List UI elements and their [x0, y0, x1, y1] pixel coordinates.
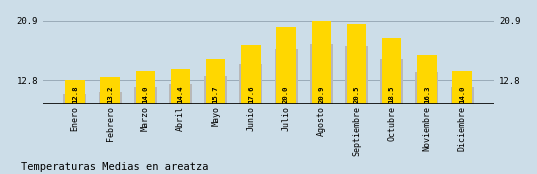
Bar [416, 73, 438, 174]
Bar [241, 45, 260, 174]
Text: 16.3: 16.3 [424, 86, 430, 103]
Text: 18.5: 18.5 [389, 86, 395, 103]
Text: 14.0: 14.0 [142, 86, 148, 103]
Bar [382, 38, 401, 174]
Text: 20.9: 20.9 [318, 86, 324, 103]
Text: 14.0: 14.0 [459, 86, 465, 103]
Bar [204, 76, 227, 174]
Bar [136, 72, 155, 174]
Bar [169, 84, 192, 174]
Bar [100, 77, 120, 174]
Text: 14.4: 14.4 [178, 86, 184, 103]
Bar [171, 69, 190, 174]
Bar [347, 24, 366, 174]
Bar [311, 21, 331, 174]
Bar [380, 59, 403, 174]
Bar [277, 27, 296, 174]
Text: 20.0: 20.0 [283, 86, 289, 103]
Bar [451, 87, 474, 174]
Bar [310, 44, 333, 174]
Text: Temperaturas Medias en areatza: Temperaturas Medias en areatza [21, 162, 209, 172]
Bar [240, 64, 263, 174]
Bar [99, 92, 121, 174]
Bar [274, 49, 297, 174]
Text: 17.6: 17.6 [248, 86, 254, 103]
Text: 12.8: 12.8 [72, 86, 78, 103]
Bar [206, 59, 226, 174]
Bar [417, 55, 437, 174]
Text: 13.2: 13.2 [107, 86, 113, 103]
Text: 20.5: 20.5 [353, 86, 359, 103]
Bar [452, 72, 472, 174]
Bar [63, 94, 86, 174]
Bar [65, 80, 85, 174]
Bar [134, 87, 157, 174]
Bar [345, 46, 368, 174]
Text: 15.7: 15.7 [213, 86, 219, 103]
